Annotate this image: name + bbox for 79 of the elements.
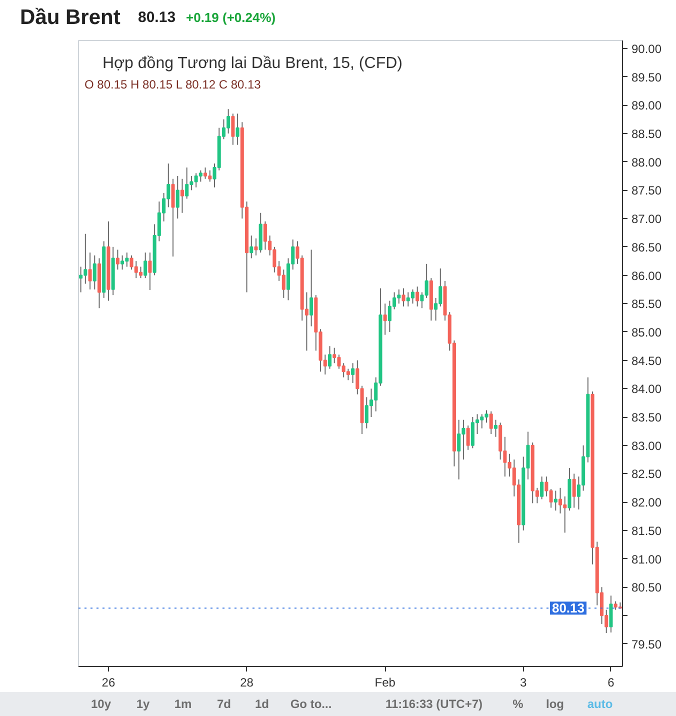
text: Hợp đồng Tương lai Dầu Brent, 15, (CFD) — [102, 55, 402, 72]
candlestick — [116, 249, 120, 270]
candlestick — [120, 254, 124, 270]
candlestick — [332, 347, 336, 364]
candlestick — [185, 167, 189, 200]
ref-line-label: 80.13 — [552, 600, 585, 616]
chart-title: Dầu Brent — [20, 6, 120, 29]
candlestick — [346, 368, 350, 381]
y-tick-label: 82.00 — [632, 496, 662, 510]
text: 7d — [216, 697, 232, 711]
text: % — [512, 697, 524, 711]
y-tick-label: 89.50 — [632, 70, 662, 84]
candlestick — [489, 410, 493, 435]
candlestick — [310, 249, 314, 327]
candlestick — [351, 362, 355, 384]
annotation: O 80.15 H 80.15 L 80.12 C 80.13 — [84, 78, 262, 92]
y-tick-label: 85.50 — [632, 297, 662, 312]
candlestick — [282, 269, 286, 298]
text: 10y — [90, 697, 112, 711]
text: 1d — [254, 697, 270, 711]
candlestick — [558, 487, 562, 514]
y-tick-label: 85.00 — [632, 325, 662, 340]
candlestick — [540, 476, 544, 500]
candlestick — [144, 252, 148, 279]
candlestick — [494, 419, 498, 438]
x-tick-label: 6 — [608, 676, 615, 690]
candlestick — [79, 266, 83, 293]
y-tick-label: 88.00 — [632, 155, 662, 170]
y-tick-label: 84.50 — [632, 354, 662, 368]
candlestick — [198, 170, 202, 182]
x-tick-label: 28 — [240, 676, 254, 690]
candlestick — [92, 254, 96, 290]
candlestick — [231, 113, 235, 146]
candlestick — [416, 286, 420, 307]
y-tick-label: 87.00 — [632, 212, 662, 226]
candlestick — [250, 235, 254, 259]
candlestick — [554, 490, 558, 512]
x-tick-label: 3 — [520, 676, 528, 690]
candlestick — [204, 167, 208, 180]
candlestick — [383, 303, 387, 336]
text: +0.19 (+0.24%) — [186, 10, 276, 25]
candlestick — [609, 595, 613, 633]
x-tick-label: Feb — [374, 676, 396, 690]
candlestick — [328, 346, 332, 370]
y-tick-label: 82.50 — [632, 467, 662, 482]
x-tick-label: 26 — [102, 676, 116, 690]
candlestick — [402, 288, 406, 307]
text: Go to... — [290, 697, 332, 711]
text: log — [546, 697, 564, 711]
y-tick-label: 88.50 — [632, 126, 662, 141]
candlestick — [176, 176, 180, 220]
text: 80.13 — [138, 9, 176, 26]
y-tick-label: 81.00 — [632, 552, 662, 566]
y-tick-label: 84.00 — [632, 382, 662, 396]
y-tick-label: 81.50 — [632, 524, 662, 538]
candlestick — [410, 288, 415, 304]
y-tick-label: 83.00 — [632, 438, 662, 453]
candlestick — [88, 252, 92, 290]
candlestick — [466, 425, 470, 450]
candlestick — [254, 238, 258, 256]
candlestick — [457, 419, 461, 480]
candlestick — [572, 473, 576, 508]
candlestick — [148, 252, 152, 290]
candlestick — [236, 113, 240, 146]
text: 11:16:33 (UTC+7) — [385, 697, 483, 711]
text: auto — [587, 697, 613, 711]
text: 1y — [136, 697, 150, 711]
y-tick-label: 79.50 — [632, 637, 662, 652]
y-tick-label: 83.50 — [632, 410, 662, 425]
candlestick — [171, 178, 175, 258]
y-tick-label: 86.50 — [632, 240, 662, 254]
candlestick — [138, 266, 143, 279]
y-tick-label: 89.00 — [632, 98, 662, 113]
y-tick-label: 80.50 — [632, 580, 662, 595]
candlestick — [180, 178, 184, 214]
y-tick-label: 87.50 — [632, 184, 662, 198]
y-tick-label: 86.00 — [632, 268, 662, 283]
text: 1m — [174, 697, 192, 711]
y-tick-label: 90.00 — [632, 42, 662, 56]
